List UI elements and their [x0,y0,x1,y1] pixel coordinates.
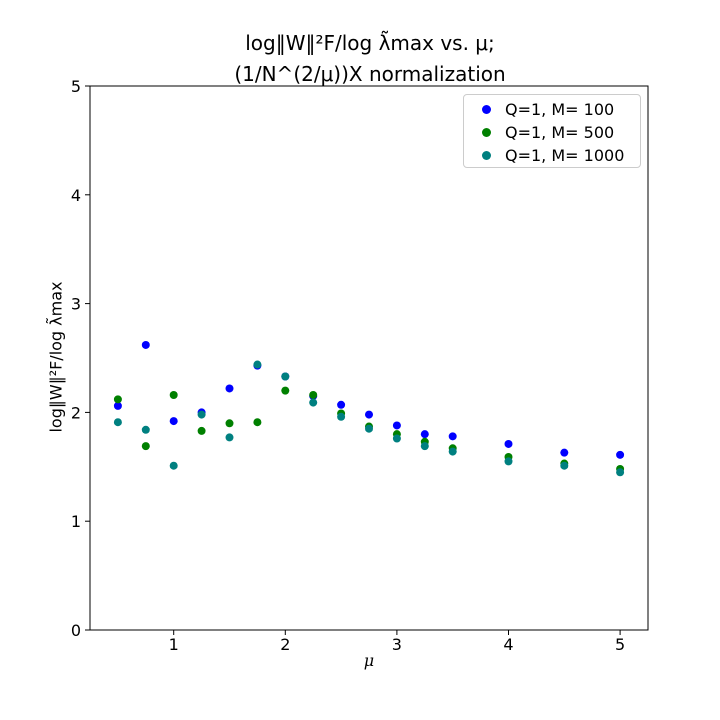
x-axis-label: μ [363,651,375,670]
data-point [225,384,234,393]
data-point [113,395,122,404]
data-point [281,386,290,395]
data-point [337,412,346,421]
data-points [113,340,625,477]
data-point [616,468,625,477]
y-tick-label: 5 [71,77,81,96]
data-point [337,400,346,409]
data-point [141,425,150,434]
plot-area [89,85,649,631]
x-tick-label: 2 [280,635,290,654]
data-point [309,398,318,407]
legend-label: Q=1, M= 500 [505,123,615,142]
axis-ticks: 1 2 3 4 5 0 1 2 3 4 5 [71,77,625,654]
y-tick-label: 4 [71,186,81,205]
data-point [253,418,262,427]
legend-item: Q=1, M= 1000 [464,144,640,167]
chart-title-line2: (1/N^(2/μ))X normalization [234,62,506,86]
data-point [504,457,513,466]
data-point [392,421,401,430]
x-tick-label: 3 [392,635,402,654]
legend-label: Q=1, M= 100 [505,100,615,119]
data-point [420,430,429,439]
y-tick-label: 3 [71,295,81,314]
data-point [225,419,234,428]
data-point [616,450,625,459]
data-point [448,447,457,456]
data-point [197,410,206,419]
data-point [365,424,373,433]
data-point [365,410,373,419]
data-point [253,360,262,369]
data-point [197,426,206,435]
data-point [113,418,122,427]
data-point [141,340,150,349]
x-tick-label: 4 [503,635,513,654]
legend-item: Q=1, M= 100 [464,98,640,121]
data-point [225,433,234,442]
y-tick-label: 0 [71,621,81,640]
legend: Q=1, M= 100 Q=1, M= 500 Q=1, M= 1000 [463,94,641,168]
chart-title-line1: log‖W‖²F/log λ̃max vs. μ; [245,31,495,55]
data-point [281,372,290,381]
legend-item: Q=1, M= 500 [464,121,640,144]
data-point [392,434,401,443]
legend-marker-icon [482,151,491,160]
data-point [560,461,569,470]
x-tick-label: 5 [615,635,625,654]
data-point [169,417,178,426]
data-point [560,448,569,457]
legend-label: Q=1, M= 1000 [505,146,625,165]
data-point [113,401,122,410]
data-point [169,390,178,399]
legend-marker-icon [482,105,491,114]
data-point [141,442,150,451]
data-point [309,390,318,399]
y-tick-label: 2 [71,403,81,422]
x-tick-label: 1 [169,635,179,654]
y-tick-label: 1 [71,512,81,531]
data-point [420,442,429,451]
data-point [448,432,457,441]
legend-marker-icon [482,128,491,137]
data-point [169,461,178,470]
data-point [504,439,513,448]
